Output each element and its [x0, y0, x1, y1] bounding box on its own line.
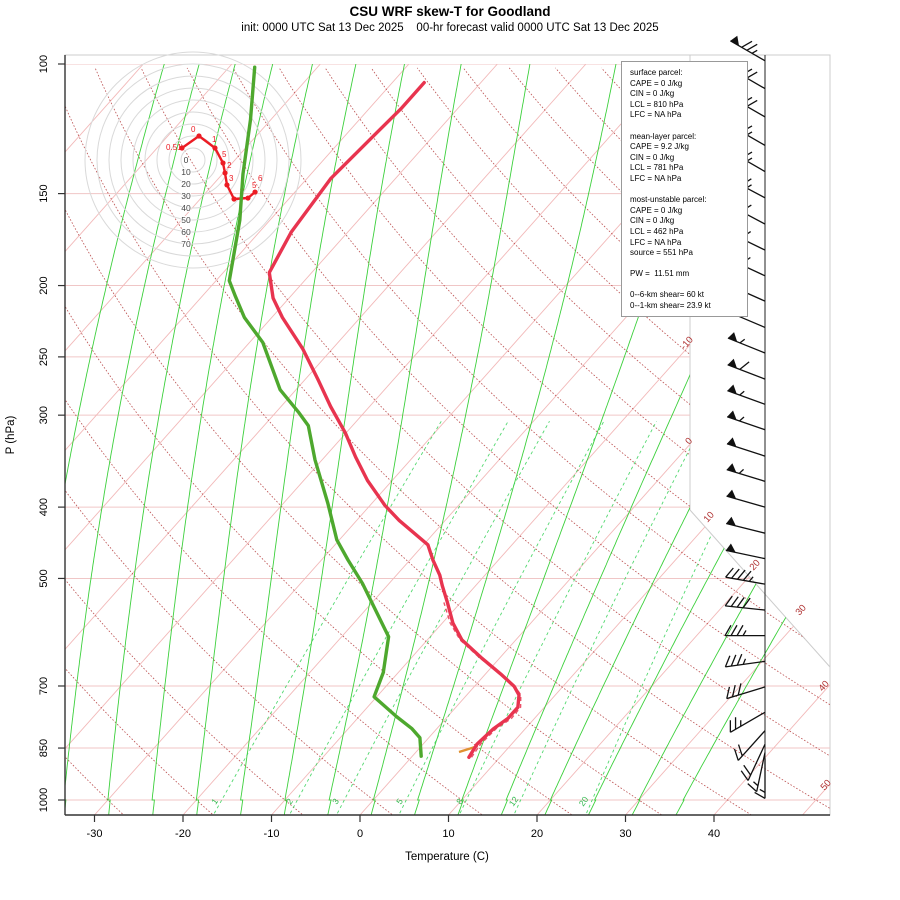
- pressure-tick-label: 1000: [38, 788, 50, 812]
- isotherm-label: 10: [702, 510, 717, 525]
- temperature-tick-label: 10: [442, 828, 454, 840]
- isotherm-label: 40: [817, 679, 832, 694]
- info-line: CAPE = 0 J/kg: [630, 78, 683, 88]
- info-line: CAPE = 9.2 J/kg: [630, 142, 689, 152]
- temperature-tick-label: 30: [619, 828, 631, 840]
- info-line: mean-layer parcel:: [630, 131, 697, 141]
- lcl-tick: [458, 745, 476, 754]
- svg-text:60: 60: [181, 227, 191, 237]
- pressure-tick-label: 300: [38, 406, 50, 424]
- pressure-tick-label: 400: [38, 498, 50, 516]
- info-line: [630, 280, 747, 291]
- info-line: LCL = 462 hPa: [630, 226, 684, 236]
- hodograph-height-label: 5: [222, 150, 227, 159]
- pressure-tick-label: 700: [38, 677, 50, 695]
- info-line: [630, 259, 747, 270]
- info-line: LCL = 781 hPa: [630, 163, 684, 173]
- sounding-profiles: [227, 65, 522, 759]
- svg-text:40: 40: [181, 203, 191, 213]
- info-line: source = 551 hPa: [630, 248, 693, 258]
- parcel-info-box: surface parcel: CAPE = 0 J/kg CIN = 0 J/…: [621, 61, 748, 317]
- info-line: LCL = 810 hPa: [630, 99, 684, 109]
- isotherm-label: 30: [794, 603, 809, 618]
- isotherm-label: 20: [748, 558, 763, 573]
- info-line: CIN = 0 J/kg: [630, 152, 675, 162]
- hodograph-height-label: 0: [191, 125, 196, 134]
- pressure-tick-label: 150: [38, 184, 50, 202]
- hodograph-height-label: 6: [258, 174, 263, 183]
- isotherm-edge-labels: -10 0 10 20 30 40 50: [678, 335, 833, 793]
- chart-title: CSU WRF skew-T for Goodland: [349, 4, 551, 19]
- info-line: [630, 121, 747, 132]
- mixing-ratio-label: 3: [330, 796, 341, 806]
- info-line: LFC = NA hPa: [630, 110, 682, 120]
- chart-subtitle: init: 0000 UTC Sat 13 Dec 2025 00-hr for…: [241, 22, 659, 34]
- info-line: CIN = 0 J/kg: [630, 216, 675, 226]
- pressure-tick-label: 200: [38, 276, 50, 294]
- mixing-ratio-label: 8: [454, 796, 465, 806]
- pressure-tick-label: 850: [38, 739, 50, 757]
- temperature-tick-label: 40: [708, 828, 720, 840]
- svg-text:20: 20: [181, 179, 191, 189]
- info-line: CAPE = 0 J/kg: [630, 205, 683, 215]
- temperature-tick-label: -30: [87, 828, 103, 840]
- isotherm-label: 50: [819, 778, 834, 793]
- hodograph-height-label: 0.51: [166, 143, 182, 152]
- info-line: LFC = NA hPa: [630, 237, 682, 247]
- svg-text:70: 70: [181, 239, 191, 249]
- dewpoint-trace: [227, 65, 423, 758]
- y-axis-title: P (hPa): [5, 415, 17, 454]
- info-line: 0--6-km shear= 60 kt: [630, 290, 705, 300]
- x-axis-title: Temperature (C): [405, 851, 489, 863]
- mixing-ratio-label: 1: [209, 796, 220, 806]
- hodograph-height-label: 1: [212, 135, 217, 144]
- info-line: [630, 185, 747, 196]
- info-line: most-unstable parcel:: [630, 195, 707, 205]
- info-line: surface parcel:: [630, 68, 683, 77]
- pressure-tick-label: 500: [38, 569, 50, 587]
- info-line: LFC = NA hPa: [630, 173, 682, 183]
- hodograph-height-label: 3: [229, 174, 234, 183]
- mixing-ratio-label: 20: [577, 794, 591, 808]
- skewt-background: [65, 64, 830, 815]
- svg-text:50: 50: [181, 215, 191, 225]
- mixing-ratio-label: 5: [394, 796, 405, 806]
- svg-text:0: 0: [184, 155, 189, 165]
- isotherm-label: 0: [683, 436, 695, 447]
- parcel-trace: [443, 602, 522, 758]
- pressure-tick-label: 250: [38, 348, 50, 366]
- info-line: PW = 11.51 mm: [630, 269, 690, 279]
- info-line: CIN = 0 J/kg: [630, 89, 675, 99]
- pressure-tick-label: 100: [38, 55, 50, 73]
- hodograph-height-label: 2: [227, 161, 232, 170]
- mixing-ratio-label: 2: [284, 796, 295, 806]
- hodograph-height-label: 5: [252, 181, 257, 190]
- temperature-tick-label: 20: [531, 828, 543, 840]
- title-block: CSU WRF skew-T for Goodland init: 0000 U…: [0, 4, 900, 34]
- info-line: 0--1-km shear= 23.9 kt: [630, 301, 711, 311]
- svg-text:30: 30: [181, 191, 191, 201]
- temperature-tick-label: -10: [264, 828, 280, 840]
- isotherm-label: -10: [678, 335, 695, 353]
- hodograph-ring-labels: 0 10 20 30 40 50 60 70: [180, 154, 192, 250]
- temperature-tick-label: -20: [175, 828, 191, 840]
- svg-text:10: 10: [181, 167, 191, 177]
- temperature-tick-label: 0: [357, 828, 363, 840]
- temperature-trace: [267, 80, 521, 759]
- mixing-ratio-labels: 1 2 3 5 8 12 20: [209, 794, 590, 808]
